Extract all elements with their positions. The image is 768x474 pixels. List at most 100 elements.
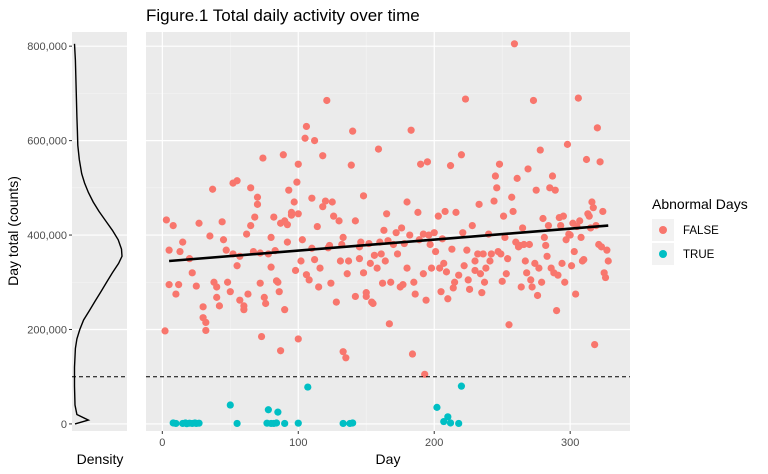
data-point-false [383, 210, 391, 218]
data-point-false [310, 137, 319, 145]
data-point-false [572, 290, 580, 298]
data-point-true [440, 417, 448, 426]
density-curve [73, 43, 123, 425]
data-point-false [567, 262, 576, 270]
data-point-false [603, 246, 611, 254]
data-point-false [359, 192, 368, 200]
data-point-false [532, 186, 540, 194]
data-point-false [339, 233, 347, 242]
data-point-false [339, 348, 347, 356]
data-point-false [559, 212, 567, 220]
data-point-false [165, 246, 173, 254]
data-point-false [283, 221, 291, 229]
data-point-true [272, 419, 281, 427]
data-point-false [570, 247, 578, 256]
legend-label-true: TRUE [683, 249, 715, 261]
data-point-false [392, 229, 400, 237]
data-point-false [546, 184, 554, 192]
data-point-false [267, 263, 275, 271]
data-point-false [351, 292, 359, 301]
data-point-false [517, 283, 525, 291]
data-point-true [226, 401, 234, 409]
data-point-false [552, 306, 561, 315]
data-point-true [433, 403, 441, 411]
data-point-false [509, 207, 517, 216]
data-point-false [290, 198, 298, 206]
data-point-false [533, 291, 542, 300]
data-point-false [226, 288, 234, 296]
data-point-false [527, 276, 535, 284]
data-point-false [548, 172, 557, 180]
data-point-false [459, 229, 467, 237]
data-point-false [487, 250, 495, 258]
data-point-false [257, 332, 266, 341]
data-point-false [188, 269, 196, 277]
data-point-false [251, 213, 259, 221]
data-point-false [236, 296, 244, 304]
data-point-false [293, 178, 301, 186]
data-point-false [253, 193, 262, 201]
data-point-false [508, 193, 516, 201]
data-point-false [256, 279, 264, 287]
legend-marker-true [659, 250, 667, 258]
data-point-false [310, 255, 319, 264]
data-point-false [399, 281, 407, 289]
data-point-false [538, 278, 546, 286]
data-point-false [427, 264, 436, 272]
density-panel-background [72, 32, 127, 431]
data-point-false [274, 278, 282, 286]
data-point-false [490, 197, 498, 205]
data-point-false [591, 340, 599, 349]
data-point-false [397, 224, 406, 232]
data-point-false [175, 281, 183, 289]
data-point-false [321, 197, 330, 205]
data-point-true [274, 408, 282, 416]
data-point-false [521, 257, 529, 265]
data-point-false [557, 221, 565, 230]
data-point-false [536, 146, 544, 154]
data-point-false [444, 295, 452, 303]
data-point-false [253, 200, 262, 208]
data-point-false [601, 273, 610, 282]
data-point-true [457, 382, 466, 390]
data-point-false [276, 347, 285, 355]
data-point-false [448, 245, 456, 253]
data-point-true [444, 413, 452, 421]
data-point-false [202, 326, 210, 335]
data-point-false [478, 289, 486, 297]
y-tick-label: 200,000 [27, 324, 67, 336]
data-point-false [451, 278, 459, 286]
data-point-false [543, 252, 551, 260]
data-point-false [520, 240, 528, 249]
data-point-false [562, 236, 570, 244]
data-point-false [465, 285, 474, 293]
data-point-false [294, 335, 302, 343]
data-point-false [357, 238, 365, 246]
data-point-false [596, 158, 604, 166]
x-axis-label: Day [376, 451, 401, 467]
data-point-false [423, 158, 432, 166]
legend: Abnormal Days FALSE TRUE [652, 196, 748, 265]
chart-title: Figure.1 Total daily activity over time [146, 6, 420, 25]
data-point-false [421, 370, 429, 378]
legend-label-false: FALSE [683, 225, 719, 237]
data-point-false [582, 155, 591, 164]
data-point-false [377, 250, 385, 258]
data-point-false [262, 299, 270, 308]
data-point-false [373, 264, 381, 272]
data-point-true [339, 419, 347, 428]
data-point-false [195, 219, 203, 227]
data-point-false [502, 270, 510, 278]
data-point-false [403, 198, 411, 206]
data-point-false [279, 151, 287, 159]
data-point-false [434, 212, 442, 220]
x-tick-label: 300 [561, 437, 579, 449]
data-point-false [452, 208, 460, 216]
data-point-false [542, 241, 550, 250]
data-point-false [480, 278, 489, 286]
data-point-false [440, 259, 448, 267]
data-point-false [319, 203, 327, 211]
data-point-false [259, 154, 267, 162]
data-point-false [408, 350, 417, 358]
data-point-false [233, 177, 241, 185]
